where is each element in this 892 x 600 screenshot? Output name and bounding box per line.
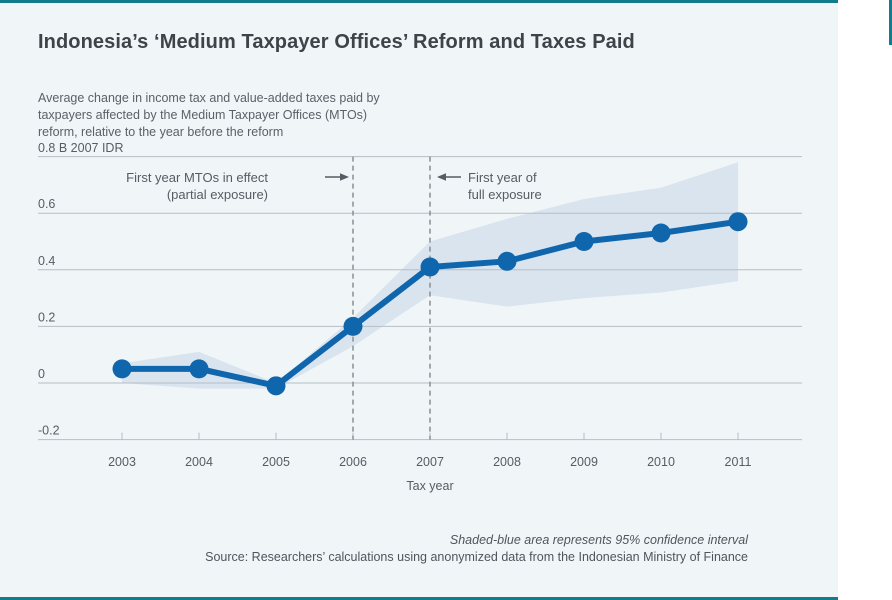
data-point bbox=[189, 359, 209, 379]
card-top-accent-bar bbox=[0, 0, 838, 3]
annotation-full-exposure-line-1: First year of bbox=[468, 170, 537, 185]
chart-subtitle-line-2: taxpayers affected by the Medium Taxpaye… bbox=[38, 108, 368, 122]
card-bottom-accent-bar bbox=[0, 597, 838, 600]
data-point bbox=[574, 232, 594, 251]
chart-canvas: -0.2 0 0.2 0.4 0.6 2003 2004 2005 2006 2007 2008 20… bbox=[38, 156, 802, 469]
arrow-right-icon bbox=[325, 173, 349, 181]
annotation-partial-exposure-line-1: First year MTOs in effect bbox=[126, 170, 268, 185]
data-point bbox=[497, 251, 517, 271]
data-point bbox=[266, 376, 286, 396]
annotation-partial-exposure-line-2: (partial exposure) bbox=[166, 187, 268, 202]
figure-card: Indonesia’s ‘Medium Taxpayer Offices’ Re… bbox=[0, 0, 838, 600]
x-tick-label: 2010 bbox=[647, 455, 675, 469]
x-tick-label: 2004 bbox=[185, 455, 213, 469]
data-point bbox=[343, 316, 363, 336]
x-tick-label: 2006 bbox=[339, 455, 367, 469]
y-axis-top-label: 0.8 B 2007 IDR bbox=[38, 141, 124, 155]
x-axis-title: Tax year bbox=[406, 479, 454, 493]
y-tick-label: 0.6 bbox=[38, 197, 55, 211]
annotation-full-exposure-line-2: full exposure bbox=[468, 187, 542, 202]
x-tick-label: 2009 bbox=[570, 455, 598, 469]
x-tick-label: 2003 bbox=[108, 455, 136, 469]
y-tick-label: 0.4 bbox=[38, 254, 55, 268]
data-point bbox=[420, 257, 440, 277]
y-tick-label: 0 bbox=[38, 367, 45, 381]
x-tick-label: 2005 bbox=[262, 455, 290, 469]
arrow-left-icon bbox=[437, 173, 461, 181]
right-edge-accent-bar bbox=[889, 0, 892, 45]
x-tick-label: 2008 bbox=[493, 455, 521, 469]
chart-subtitle-line-1: Average change in income tax and value-a… bbox=[38, 91, 380, 105]
y-tick-label: -0.2 bbox=[38, 424, 60, 438]
x-tick-label: 2007 bbox=[416, 455, 444, 469]
chart-subtitle-line-3: reform, relative to the year before the … bbox=[38, 125, 284, 139]
data-point bbox=[728, 212, 748, 232]
x-tick-label: 2011 bbox=[725, 455, 752, 469]
source-credit: Source: Researchers’ calculations using … bbox=[205, 550, 748, 564]
confidence-interval-note: Shaded-blue area represents 95% confiden… bbox=[449, 533, 748, 547]
data-point bbox=[112, 359, 132, 379]
data-point bbox=[651, 223, 671, 243]
chart-title: Indonesia’s ‘Medium Taxpayer Offices’ Re… bbox=[38, 31, 635, 53]
y-tick-label: 0.2 bbox=[38, 310, 55, 324]
